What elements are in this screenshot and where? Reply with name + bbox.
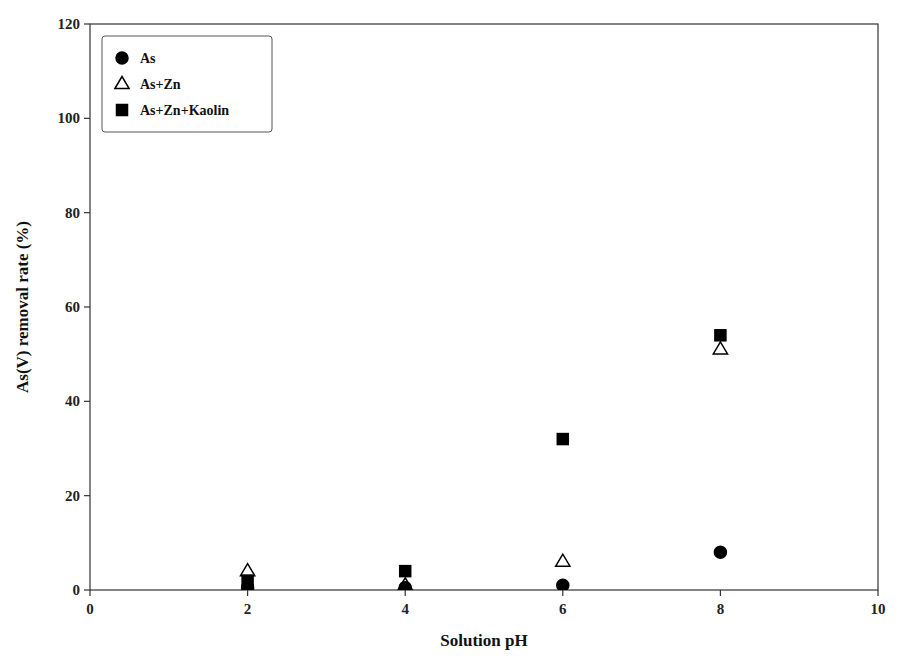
point — [714, 546, 726, 558]
y-tick — [84, 589, 90, 590]
series — [242, 546, 727, 590]
y-tick-label: 60 — [65, 299, 80, 315]
x-axis-label: Solution pH — [440, 631, 527, 650]
y-tick — [84, 212, 90, 213]
chart-svg: 0246810020406080100120Solution pHAs(V) r… — [0, 0, 902, 668]
x-tick — [405, 590, 406, 596]
legend-label: As+Zn — [140, 77, 181, 92]
point — [715, 330, 726, 341]
x-tick-label: 6 — [559, 601, 567, 617]
legend-marker — [115, 77, 129, 89]
x-tick-label: 4 — [401, 601, 409, 617]
x-tick-label: 8 — [717, 601, 725, 617]
legend: As As+Zn As+Zn+Kaolin — [102, 36, 272, 132]
legend-label: As+Zn+Kaolin — [140, 103, 229, 118]
y-tick — [84, 118, 90, 119]
y-tick — [84, 495, 90, 496]
point — [240, 564, 254, 576]
y-tick-label: 0 — [73, 582, 81, 598]
plot-frame — [90, 24, 878, 590]
y-tick-label: 80 — [65, 205, 80, 221]
legend-label: As — [140, 51, 156, 66]
y-tick-label: 40 — [65, 393, 80, 409]
x-tick-label: 2 — [244, 601, 252, 617]
legend-marker — [117, 105, 128, 116]
x-tick-label: 10 — [871, 601, 886, 617]
x-tick-label: 0 — [86, 601, 94, 617]
y-tick — [84, 401, 90, 402]
point — [400, 566, 411, 577]
chart-container: 0246810020406080100120Solution pHAs(V) r… — [0, 0, 902, 668]
y-tick — [84, 23, 90, 24]
point — [713, 342, 727, 354]
series — [242, 330, 726, 586]
x-tick — [720, 590, 721, 596]
legend-marker — [116, 52, 128, 64]
point — [242, 575, 253, 586]
y-tick-label: 100 — [58, 110, 81, 126]
legend-box — [102, 36, 272, 132]
y-axis-label: As(V) removal rate (%) — [13, 221, 32, 393]
series — [240, 342, 727, 590]
y-tick-label: 120 — [58, 16, 81, 32]
point — [557, 579, 569, 590]
y-tick-label: 20 — [65, 488, 80, 504]
data-points — [240, 330, 727, 590]
point — [557, 434, 568, 445]
x-tick — [877, 590, 878, 596]
x-tick — [89, 590, 90, 596]
point — [398, 578, 412, 590]
x-tick — [247, 590, 248, 596]
point — [556, 554, 570, 566]
x-tick — [562, 590, 563, 596]
y-tick — [84, 306, 90, 307]
